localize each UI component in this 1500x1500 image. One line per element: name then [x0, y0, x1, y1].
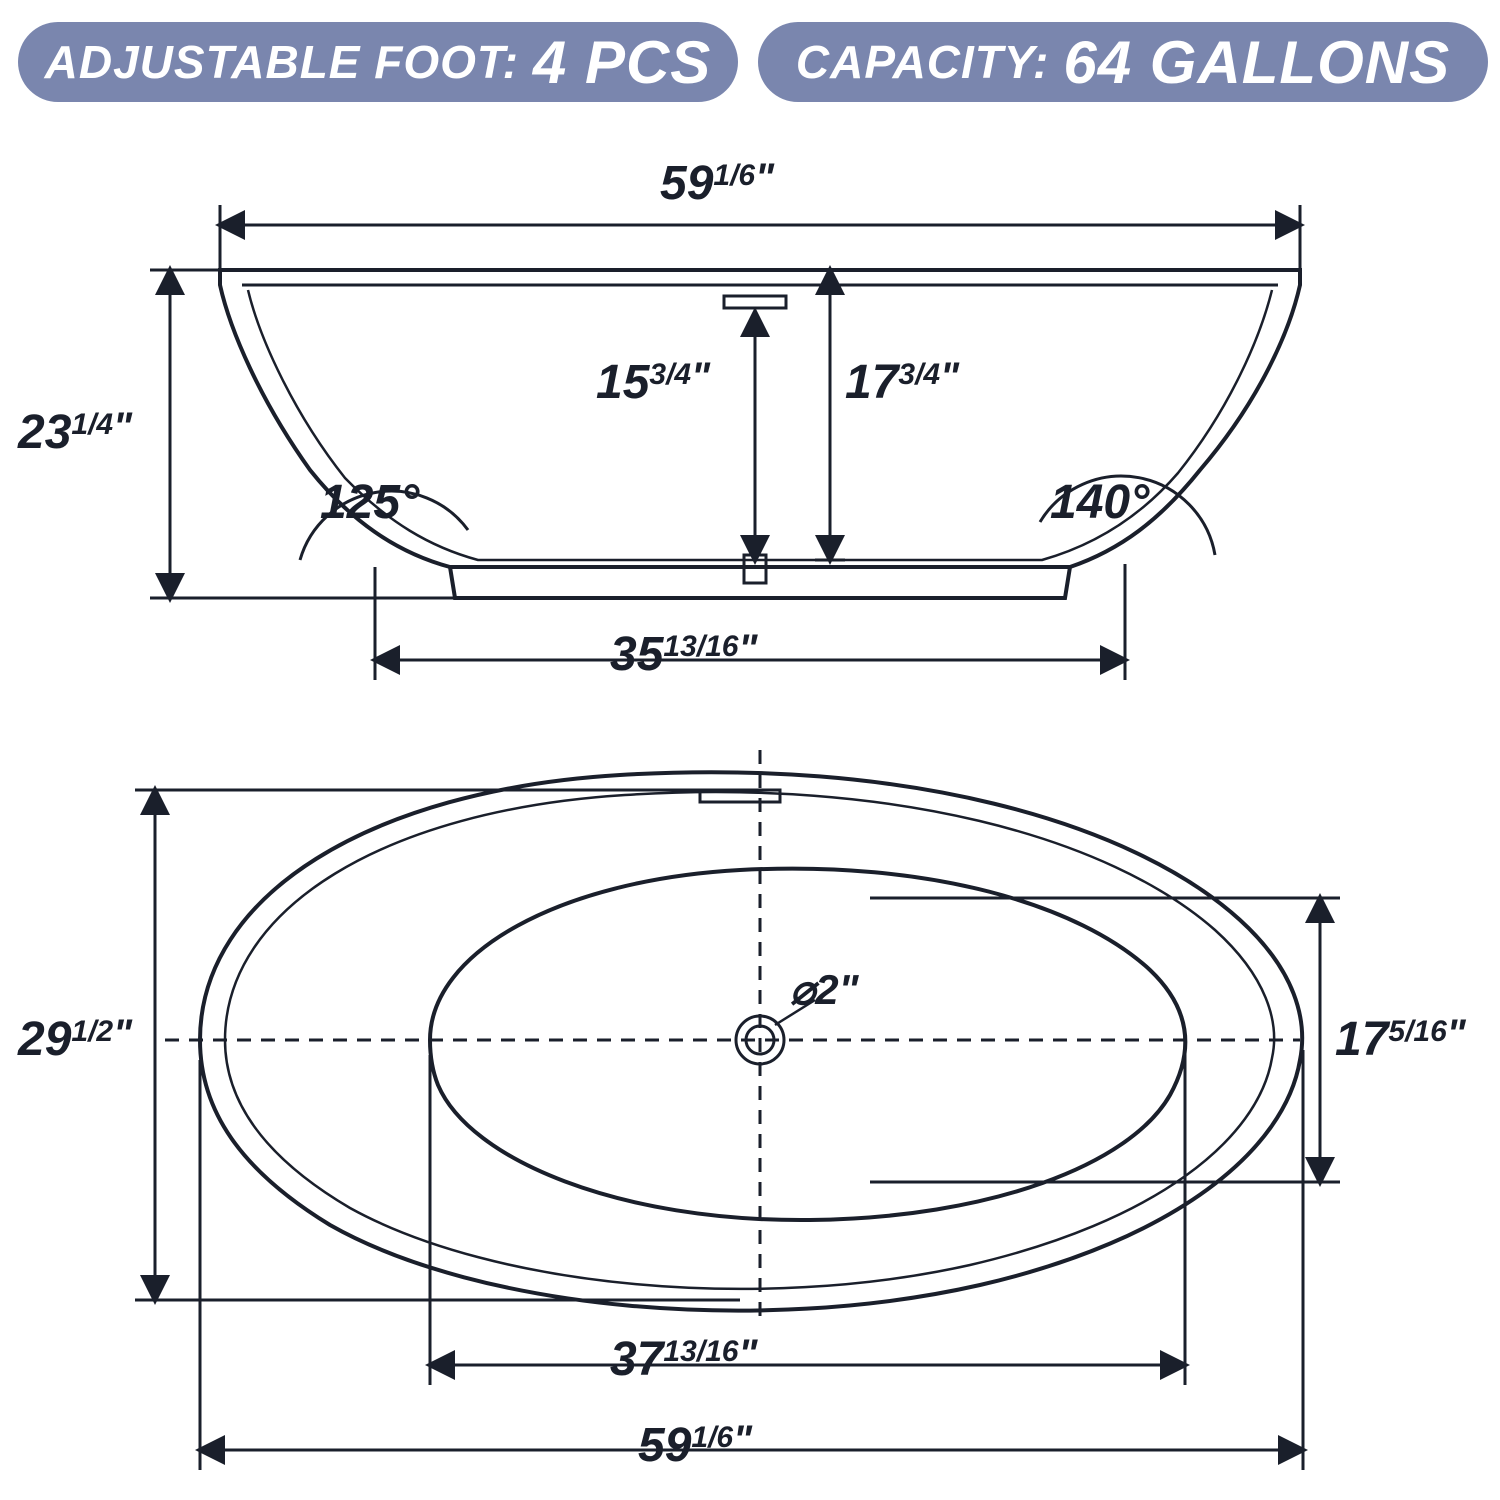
side-elevation [150, 205, 1300, 680]
plan-view [135, 750, 1340, 1470]
technical-drawing [0, 0, 1500, 1500]
